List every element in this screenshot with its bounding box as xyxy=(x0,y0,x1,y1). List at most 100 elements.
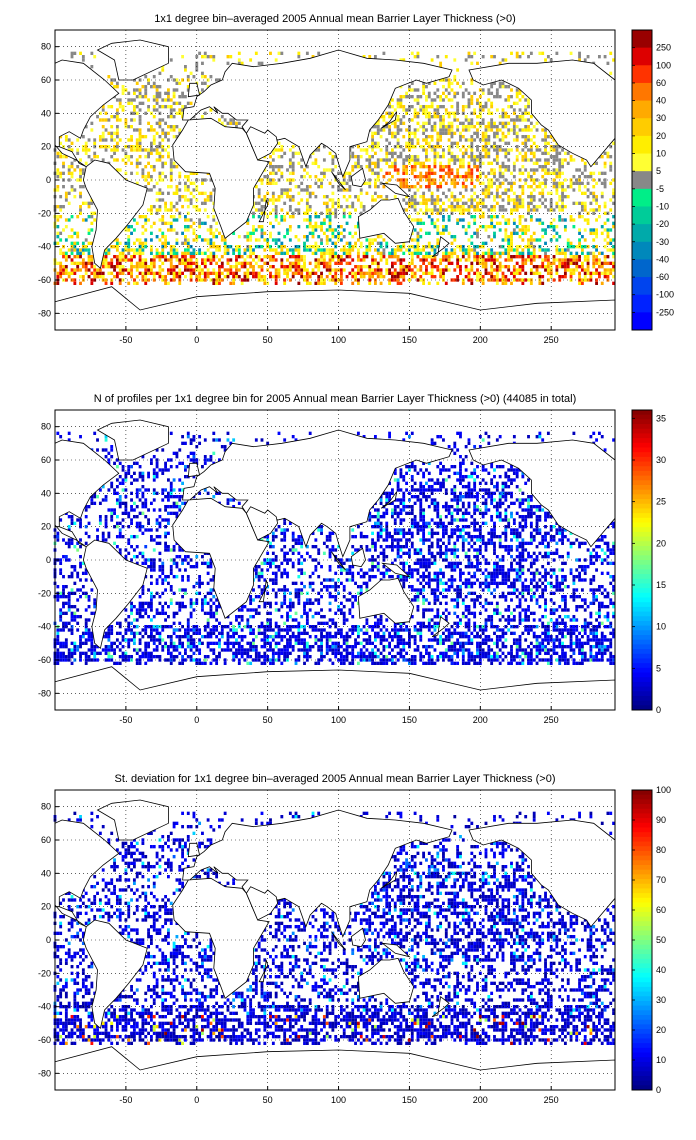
data-cell xyxy=(399,151,403,155)
data-cell xyxy=(535,168,539,172)
data-cell xyxy=(104,255,108,259)
data-cell xyxy=(269,171,272,175)
data-cell xyxy=(379,241,383,245)
data-cell xyxy=(405,268,409,272)
data-cell xyxy=(169,221,173,225)
data-cell xyxy=(328,261,332,265)
data-cell xyxy=(442,125,445,129)
data-cell xyxy=(348,271,352,275)
data-cell xyxy=(538,218,542,222)
data-cell xyxy=(453,251,457,255)
data-cell xyxy=(311,245,315,249)
data-cell xyxy=(351,661,355,665)
data-cell xyxy=(461,255,465,259)
data-cell xyxy=(464,185,468,189)
data-cell xyxy=(167,191,170,195)
data-cell xyxy=(439,115,443,119)
data-cell xyxy=(158,171,162,175)
data-cell xyxy=(521,165,525,169)
data-cell xyxy=(263,195,267,199)
data-cell xyxy=(399,95,403,99)
data-cell xyxy=(186,205,190,209)
data-cell xyxy=(164,278,167,282)
data-cell xyxy=(410,131,414,135)
data-cell xyxy=(504,155,508,159)
data-cell xyxy=(481,188,485,192)
data-cell xyxy=(212,658,216,662)
data-cell xyxy=(436,658,440,662)
data-cell xyxy=(359,651,363,655)
data-cell xyxy=(203,221,207,225)
data-cell xyxy=(385,138,389,142)
data-cell xyxy=(379,281,383,285)
data-cell xyxy=(147,128,150,132)
data-cell xyxy=(149,225,153,229)
data-cell xyxy=(563,651,567,655)
data-cell xyxy=(339,268,343,272)
data-cell xyxy=(135,661,139,665)
data-cell xyxy=(442,91,445,95)
data-cell xyxy=(297,51,301,55)
data-cell xyxy=(566,661,570,665)
data-cell xyxy=(164,281,167,285)
data-cell xyxy=(178,188,182,192)
data-cell xyxy=(303,258,306,262)
data-cell xyxy=(439,271,443,275)
data-cell xyxy=(212,651,216,655)
data-cell xyxy=(359,271,363,275)
data-cell xyxy=(144,261,148,265)
data-cell xyxy=(175,78,179,82)
data-cell xyxy=(334,165,338,169)
data-cell xyxy=(169,261,173,265)
data-cell xyxy=(305,248,309,252)
data-cell xyxy=(419,658,423,662)
data-cell xyxy=(561,645,564,649)
data-cell xyxy=(178,281,182,285)
data-cell xyxy=(376,158,380,162)
data-cell xyxy=(467,51,471,55)
data-cell xyxy=(169,175,173,179)
data-cell xyxy=(498,85,502,89)
data-cell xyxy=(158,118,162,122)
data-cell xyxy=(115,98,119,102)
data-cell xyxy=(149,148,153,152)
data-cell xyxy=(521,651,525,655)
data-cell xyxy=(342,658,346,662)
data-cell xyxy=(450,128,454,132)
data-cell xyxy=(436,95,440,99)
coastline xyxy=(331,171,346,191)
data-cell xyxy=(152,95,156,99)
data-cell xyxy=(589,275,593,279)
data-cell xyxy=(164,255,167,259)
data-cell xyxy=(461,108,465,112)
data-cell xyxy=(345,251,349,255)
data-cell xyxy=(223,118,227,122)
data-cell xyxy=(169,98,173,102)
data-cell xyxy=(339,181,343,185)
data-cell xyxy=(484,138,488,142)
data-cell xyxy=(283,251,287,255)
data-cell xyxy=(172,95,176,99)
data-cell xyxy=(456,175,460,179)
data-cell xyxy=(70,148,74,152)
data-cell xyxy=(158,228,162,232)
data-cell xyxy=(405,208,409,212)
data-cell xyxy=(521,148,525,152)
data-cell xyxy=(271,658,275,662)
data-cell xyxy=(169,208,173,212)
data-cell xyxy=(595,278,598,282)
data-cell xyxy=(348,661,352,665)
data-cell xyxy=(552,178,556,182)
data-cell xyxy=(535,178,539,182)
data-cell xyxy=(546,661,550,665)
data-cell xyxy=(473,165,477,169)
data-cell xyxy=(209,55,213,59)
data-cell xyxy=(280,258,284,262)
data-cell xyxy=(563,248,567,252)
data-cell xyxy=(481,155,485,159)
data-cell xyxy=(433,275,437,279)
data-cell xyxy=(495,125,499,129)
data-cell xyxy=(175,101,179,105)
data-cell xyxy=(144,185,148,189)
data-cell xyxy=(416,98,420,102)
